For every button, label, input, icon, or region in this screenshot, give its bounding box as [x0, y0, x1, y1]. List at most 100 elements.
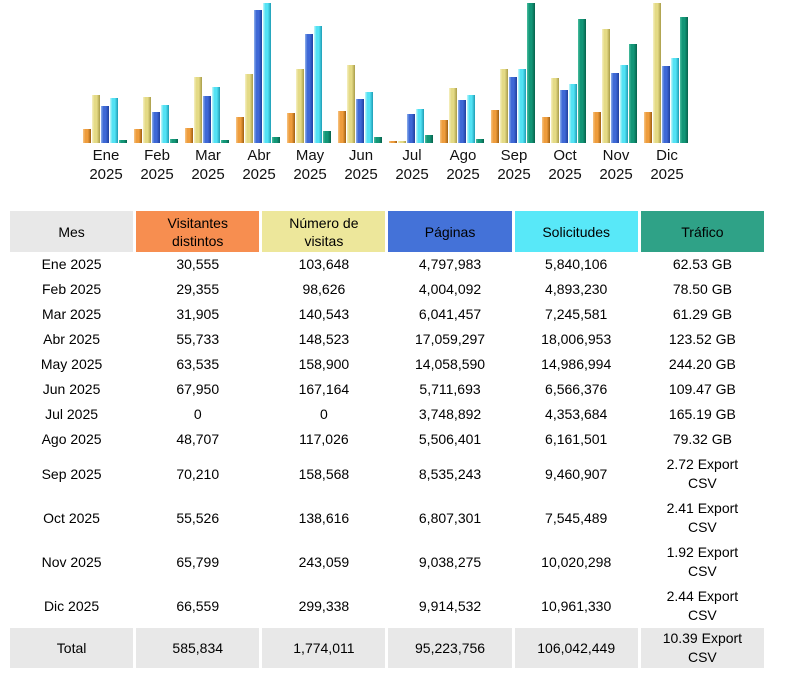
bar: [314, 26, 322, 143]
export-csv-link[interactable]: 2.72 Export CSV: [666, 456, 739, 491]
traffic-value: 62.53 GB: [672, 256, 732, 272]
bar-group-jun: [338, 65, 382, 143]
col-header-paginas: Páginas: [388, 211, 512, 252]
cell-hits: 7,245,581: [545, 306, 608, 322]
x-axis-label: Ago 2025: [446, 147, 480, 183]
bar: [92, 95, 100, 143]
cell-pages: 6,807,301: [418, 509, 482, 526]
bar: [644, 112, 652, 143]
cell-hits: 18,006,953: [541, 331, 612, 347]
table-row: Oct 2025 55,526 138,616 6,807,301 7,545,489 2…: [10, 496, 764, 540]
x-axis-label: Ene 2025: [89, 147, 123, 183]
cell-traffic: 244.20 GB: [641, 352, 764, 377]
bar: [143, 97, 151, 143]
bar: [245, 74, 253, 143]
bar: [221, 140, 229, 143]
bar: [416, 109, 424, 143]
bar: [203, 96, 211, 143]
bar: [134, 129, 142, 143]
cell-pages: 3,748,892: [418, 406, 482, 422]
traffic-value: 165.19 GB: [668, 406, 736, 422]
bar-group-may: [287, 26, 331, 143]
bar: [569, 84, 577, 143]
bar: [560, 90, 568, 143]
bar: [458, 100, 466, 143]
export-csv-link[interactable]: 2.41 Export CSV: [666, 500, 739, 535]
cell-hits: 9,460,907: [545, 465, 608, 482]
bar: [578, 19, 586, 143]
bar: [425, 135, 433, 143]
table-row: Mar 2025 31,905 140,543 6,041,457 7,245,581 6…: [10, 302, 764, 327]
bar: [305, 34, 313, 143]
x-axis-label: Jun 2025: [344, 147, 378, 183]
bar: [323, 131, 331, 143]
cell-visitors: 0: [193, 406, 202, 422]
bar: [527, 3, 535, 143]
cell-visitors: 48,707: [176, 431, 220, 447]
total-row: Total 585,834 1,774,011 95,223,756 106,042,4…: [10, 628, 764, 668]
cell-hits: 4,353,684: [545, 406, 608, 422]
cell-pages: 8,535,243: [418, 465, 482, 482]
cell-visits: 158,900: [298, 356, 350, 372]
col-header-solicitudes: Solicitudes: [514, 211, 638, 252]
cell-mes: Sep 2025: [41, 465, 102, 482]
export-csv-link[interactable]: 1.92 Export CSV: [666, 544, 739, 579]
bar: [236, 117, 244, 143]
bar: [296, 69, 304, 143]
bar: [671, 58, 679, 143]
x-axis-label: Jul 2025: [395, 147, 429, 183]
cell-mes: Oct 2025: [43, 509, 100, 526]
traffic-value: 79.32 GB: [672, 431, 732, 447]
cell-visitors: 30,555: [176, 256, 220, 272]
x-axis-label: Mar 2025: [191, 147, 225, 183]
bar-group-oct: [542, 19, 586, 143]
bar: [629, 44, 637, 143]
cell-traffic: 10.39 Export CSV: [640, 628, 764, 668]
bar: [611, 73, 619, 143]
x-axis-label: Nov 2025: [599, 147, 633, 183]
x-axis-label: Abr 2025: [242, 147, 276, 183]
cell-traffic: 1.92 Export CSV: [641, 540, 764, 584]
bar: [680, 17, 688, 143]
cell-hits: 6,566,376: [545, 381, 608, 397]
x-axis-label: Dic 2025: [650, 147, 684, 183]
cell-pages: 9,914,532: [418, 597, 482, 614]
cell-visitors: 65,799: [176, 553, 220, 570]
bar-group-ago: [440, 88, 484, 143]
bar: [101, 106, 109, 143]
bar: [407, 114, 415, 143]
col-header-visitas: Número de visitas: [262, 211, 386, 252]
cell-pages: 95,223,756: [388, 628, 512, 668]
bar-group-ene: [83, 95, 127, 143]
bar: [356, 99, 364, 143]
traffic-value: 244.20 GB: [668, 356, 736, 372]
cell-traffic: 2.72 Export CSV: [641, 452, 764, 496]
export-csv-link[interactable]: 2.44 Export CSV: [666, 588, 739, 623]
cell-pages: 17,059,297: [415, 331, 486, 347]
cell-pages: 9,038,275: [418, 553, 482, 570]
cell-hits: 14,986,994: [541, 356, 612, 372]
cell-visitors: 55,733: [176, 331, 220, 347]
cell-visits: 103,648: [298, 256, 350, 272]
cell-visits: 140,543: [298, 306, 350, 322]
cell-visits: 98,626: [302, 281, 346, 297]
bar: [449, 88, 457, 143]
cell-visitors: 31,905: [176, 306, 220, 322]
cell-visits: 243,059: [298, 553, 350, 570]
cell-visits: 1,774,011: [262, 628, 386, 668]
bar: [347, 65, 355, 143]
bar: [119, 140, 127, 143]
export-csv-link[interactable]: 10.39 Export CSV: [662, 630, 743, 665]
traffic-value: 61.29 GB: [672, 306, 732, 322]
cell-hits: 10,020,298: [541, 553, 612, 570]
cell-hits: 7,545,489: [545, 509, 608, 526]
table-row: Abr 2025 55,733 148,523 17,059,297 18,006,95…: [10, 327, 764, 352]
cell-visitors: 63,535: [176, 356, 220, 372]
cell-traffic: 2.44 Export CSV: [641, 584, 764, 628]
bar: [467, 95, 475, 143]
bar: [491, 110, 499, 143]
bar: [476, 139, 484, 143]
bar: [500, 69, 508, 143]
cell-hits: 6,161,501: [545, 431, 608, 447]
cell-mes: Ago 2025: [41, 431, 102, 447]
